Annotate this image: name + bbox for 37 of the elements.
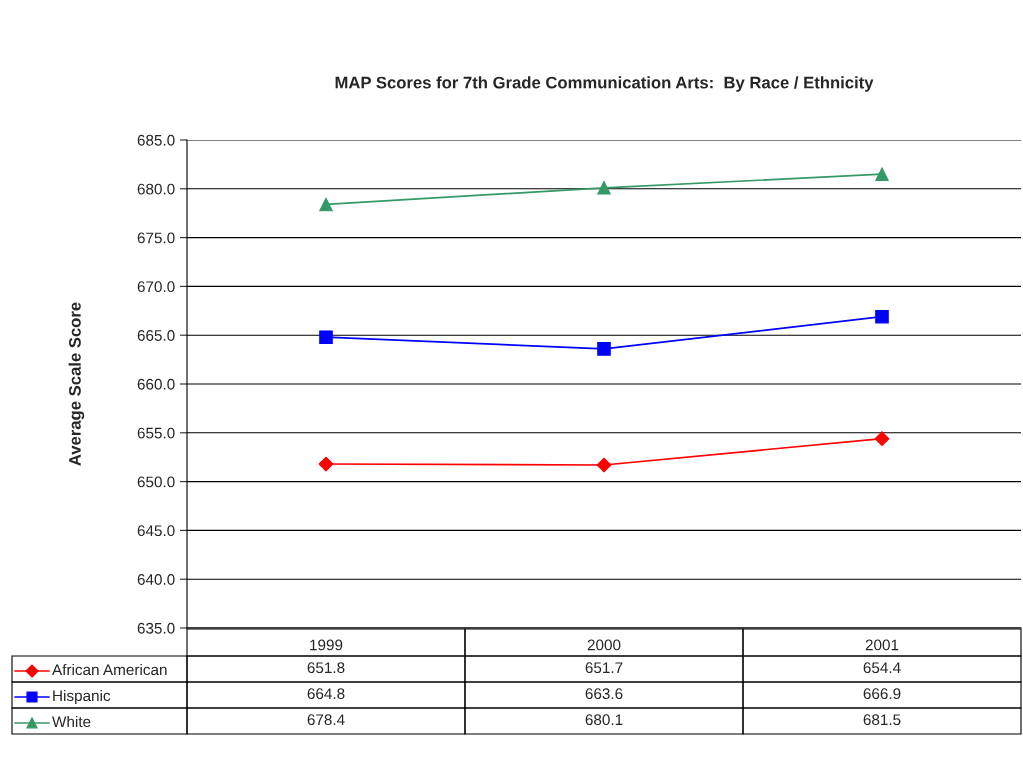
data-label: 666.9 (863, 688, 901, 700)
data-label: 680.1 (585, 714, 623, 726)
y-tick-label: 665.0 (137, 330, 175, 341)
point (319, 330, 333, 344)
data-label: 678.4 (307, 714, 345, 726)
legend-label: African American (52, 663, 167, 676)
y-tick-label: 650.0 (137, 476, 175, 488)
y-tick-label: 645.0 (137, 525, 175, 537)
x-tick-label: 1999 (310, 639, 343, 651)
data-label: 651.8 (307, 662, 345, 674)
data-label: 651.7 (585, 662, 623, 674)
y-axis-title: Average Scale Score (68, 302, 85, 466)
y-tick-label: 640.0 (137, 574, 175, 585)
y-tick-label: 675.0 (137, 232, 175, 244)
data-label: 663.6 (585, 688, 623, 700)
point (875, 167, 889, 181)
y-tick-label: 655.0 (137, 427, 175, 439)
y-tick-label: 660.0 (137, 378, 175, 390)
legend-label: Hispanic (53, 689, 111, 705)
point (319, 197, 333, 212)
y-tick-label: 685.0 (137, 134, 175, 146)
x-tick-label: 2000 (587, 639, 621, 651)
point (875, 309, 889, 324)
point (318, 456, 334, 472)
data-label: 654.4 (863, 662, 901, 674)
point (596, 457, 612, 473)
point (874, 431, 890, 447)
legend-label: White (52, 715, 91, 728)
x-tick-label: 2001 (865, 639, 899, 651)
point (597, 181, 611, 195)
y-tick-label: 670.0 (137, 281, 175, 293)
chart-title: MAP Scores for 7th Grade Communication Arts: By Race / Ethnicity (335, 76, 874, 92)
data-label: 681.5 (863, 714, 901, 726)
point (597, 342, 611, 356)
y-tick-label: 680.0 (137, 183, 175, 195)
data-label: 664.8 (307, 688, 345, 700)
y-tick-label: 635.0 (137, 622, 175, 634)
